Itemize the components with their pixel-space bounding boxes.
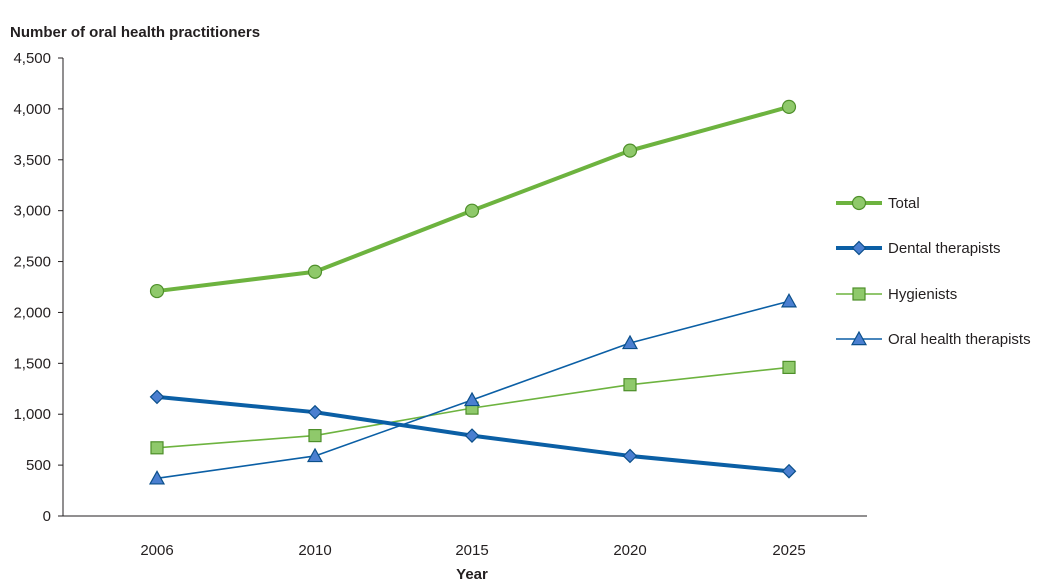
data-point-dental-therapists bbox=[622, 448, 638, 464]
data-point-total bbox=[781, 99, 797, 114]
data-point-oral-health-therapists bbox=[463, 391, 481, 407]
data-point-hygienists bbox=[623, 378, 637, 392]
x-tick-label: 2020 bbox=[613, 542, 646, 559]
legend-swatch-marker bbox=[851, 240, 867, 256]
data-point-dental-therapists bbox=[307, 404, 323, 420]
legend-swatch-marker bbox=[851, 195, 867, 211]
series-line-total bbox=[156, 104, 790, 294]
legend-label: Hygienists bbox=[888, 286, 957, 303]
data-point-oral-health-therapists bbox=[621, 334, 639, 350]
data-point-oral-health-therapists bbox=[780, 293, 798, 308]
y-axis-title: Number of oral health practitioners bbox=[10, 24, 260, 41]
data-point-oral-health-therapists bbox=[148, 470, 166, 485]
y-tick-label: 1,500 bbox=[13, 355, 51, 372]
y-tick-label: 3,000 bbox=[13, 203, 51, 220]
legend-item-oral-health-therapists: Oral health therapists bbox=[836, 330, 1031, 348]
legend-item-total: Total bbox=[836, 195, 920, 212]
x-axis-ticks: 2006 2010 2015 2020 2025 bbox=[140, 542, 805, 559]
legend-item-dental-therapists: Dental therapists bbox=[836, 240, 1001, 257]
x-tick-label: 2010 bbox=[298, 542, 331, 559]
data-point-dental-therapists bbox=[149, 389, 165, 405]
data-point-total bbox=[149, 283, 165, 299]
legend-label: Oral health therapists bbox=[888, 331, 1031, 348]
y-tick-label: 1,000 bbox=[13, 406, 51, 423]
series-line-oral-health-therapists bbox=[156, 300, 790, 480]
data-point-total bbox=[622, 143, 638, 158]
legend-swatch-marker bbox=[850, 330, 868, 346]
data-point-dental-therapists bbox=[781, 463, 797, 479]
series-hygienists bbox=[150, 360, 796, 455]
series-oral-health-therapists bbox=[148, 293, 798, 485]
legend: Total Dental therapists Hygienists Oral hea… bbox=[836, 195, 1031, 348]
legend-item-hygienists: Hygienists bbox=[836, 286, 957, 303]
legend-label: Total bbox=[888, 195, 920, 212]
series-layer bbox=[148, 99, 798, 485]
data-point-total bbox=[464, 203, 480, 218]
y-tick-label: 2,000 bbox=[13, 304, 51, 321]
series-dental-therapists bbox=[149, 389, 797, 479]
series-total bbox=[149, 99, 797, 299]
x-tick-label: 2006 bbox=[140, 542, 173, 559]
y-axis-ticks: 0 500 1,000 1,500 2,000 2,500 3,000 3,500 4,000 4… bbox=[13, 50, 63, 525]
legend-label: Dental therapists bbox=[888, 240, 1001, 257]
data-point-total bbox=[307, 264, 323, 279]
data-point-hygienists bbox=[308, 428, 322, 443]
data-point-oral-health-therapists bbox=[306, 447, 324, 463]
data-point-hygienists bbox=[150, 441, 164, 455]
x-tick-label: 2025 bbox=[772, 542, 805, 559]
y-tick-label: 3,500 bbox=[13, 152, 51, 169]
x-axis-title: Year bbox=[456, 566, 488, 583]
y-tick-label: 0 bbox=[43, 508, 51, 525]
x-tick-label: 2015 bbox=[455, 542, 488, 559]
y-tick-label: 2,500 bbox=[13, 254, 51, 271]
y-tick-label: 4,000 bbox=[13, 101, 51, 118]
legend-swatch-marker bbox=[852, 287, 866, 301]
data-point-dental-therapists bbox=[464, 428, 480, 443]
y-tick-label: 4,500 bbox=[13, 50, 51, 67]
data-point-hygienists bbox=[782, 360, 796, 375]
y-tick-label: 500 bbox=[26, 457, 51, 474]
